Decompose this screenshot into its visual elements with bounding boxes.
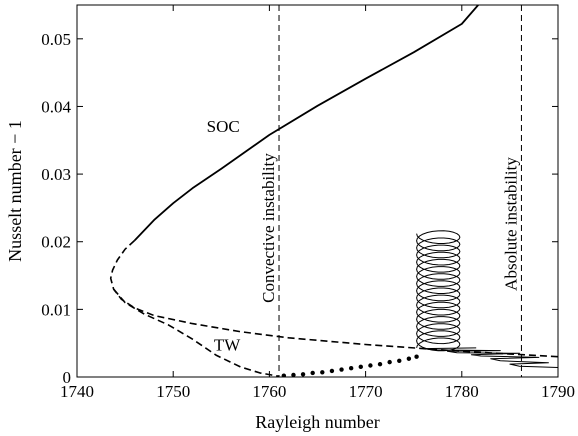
vline-label-1: Absolute instability <box>501 157 520 291</box>
series-layer <box>109 5 558 377</box>
series-line-5 <box>416 230 461 352</box>
plot-frame <box>76 4 559 378</box>
label-layer: Convective instability Absolute instabili… <box>207 117 521 354</box>
annotation-soc: SOC <box>207 117 240 136</box>
data-point-dotted-14 <box>414 354 419 359</box>
y-tick-label-1: 0.01 <box>41 300 71 319</box>
data-point-dotted-2 <box>300 372 306 377</box>
vline-label-0: Convective instability <box>259 153 278 303</box>
series-line-soc <box>134 5 479 242</box>
data-point-dotted-4 <box>320 370 325 375</box>
x-tick-label-4: 1780 <box>445 382 479 401</box>
data-point-dotted-13 <box>406 356 412 361</box>
data-point-dotted-1 <box>291 372 296 377</box>
data-point-dotted-11 <box>387 359 392 365</box>
x-tick-label-3: 1770 <box>349 382 383 401</box>
x-axis-label: Rayleigh number <box>255 412 379 432</box>
data-point-dotted-10 <box>377 361 383 367</box>
y-tick-label-5: 0.05 <box>41 30 71 49</box>
y-tick-label-2: 0.02 <box>41 233 71 252</box>
x-tick-label-5: 1790 <box>541 382 575 401</box>
x-tick-label-0: 1740 <box>60 382 94 401</box>
data-point-dotted-0 <box>281 373 287 377</box>
y-axis-label: Nusselt number − 1 <box>5 120 25 262</box>
series-line-tw <box>112 288 280 377</box>
annotation-tw: TW <box>214 336 241 355</box>
y-tick-label-0: 0 <box>63 368 72 387</box>
data-point-dotted-7 <box>348 366 354 371</box>
data-point-dotted-5 <box>329 368 335 374</box>
series-line-1 <box>109 239 558 358</box>
data-point-dotted-3 <box>310 370 315 376</box>
y-tick-label-4: 0.04 <box>41 97 71 116</box>
data-point-dotted-8 <box>358 364 363 370</box>
tick-layer: 1740 1750 1760 1770 1780 1790 0 0.01 0.02 0.03 0.0… <box>41 5 575 401</box>
data-point-dotted-12 <box>397 358 402 363</box>
x-tick-label-1: 1750 <box>156 382 190 401</box>
series-line-4 <box>422 347 558 368</box>
x-tick-label-2: 1760 <box>252 382 286 401</box>
vline-layer <box>278 5 522 377</box>
data-point-dotted-6 <box>339 367 344 372</box>
y-tick-label-3: 0.03 <box>41 165 71 184</box>
data-point-dotted-9 <box>368 363 373 368</box>
